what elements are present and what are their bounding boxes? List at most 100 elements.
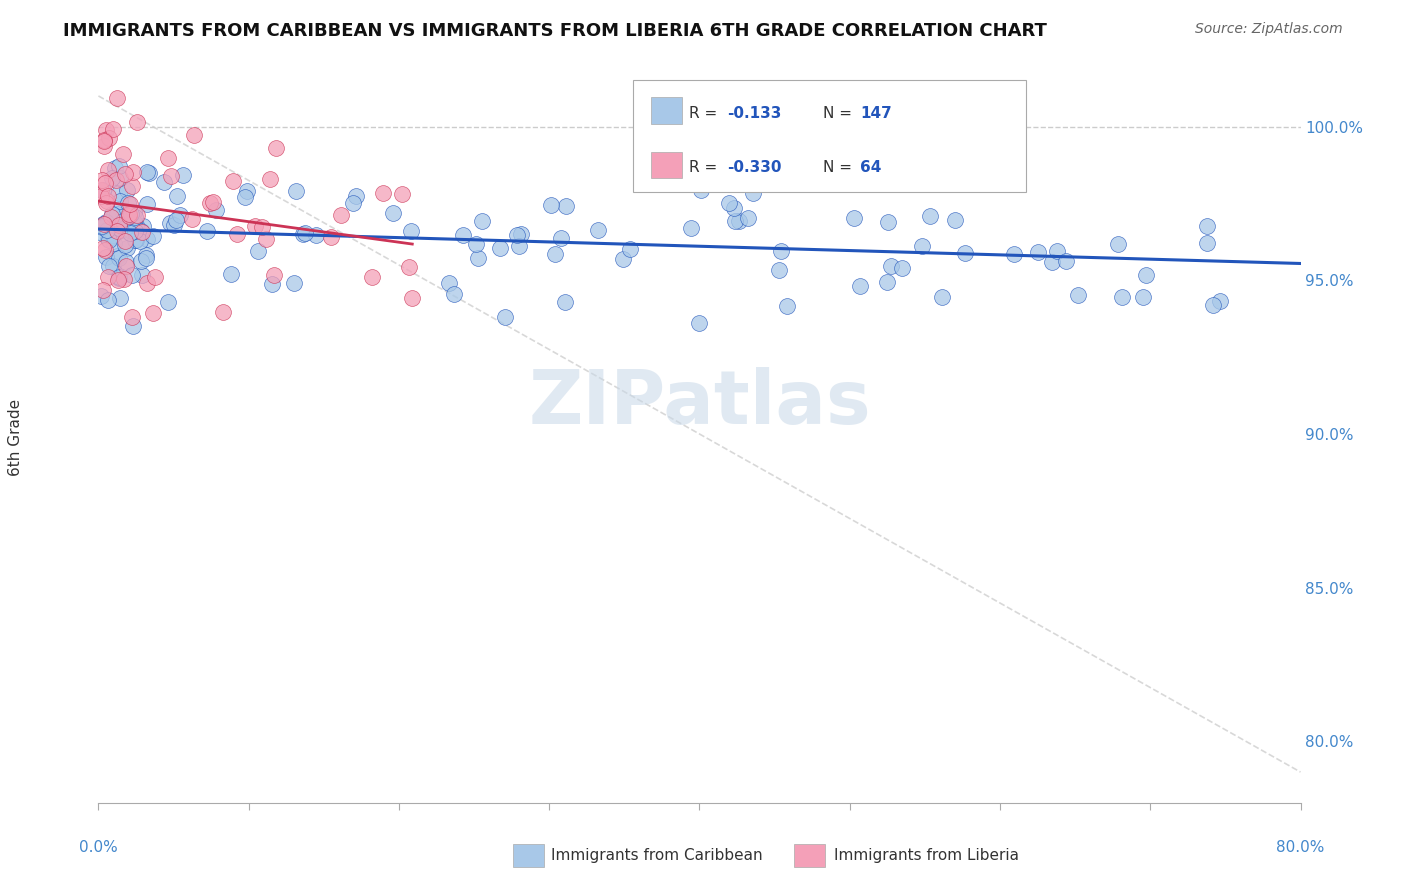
Point <box>97 131 120 145</box>
Point <box>142 229 165 244</box>
Point <box>399 224 422 238</box>
Point <box>443 287 465 301</box>
Point <box>890 261 912 276</box>
Point <box>1046 244 1069 259</box>
Text: IMMIGRANTS FROM CARIBBEAN VS IMMIGRANTS FROM LIBERIA 6TH GRADE CORRELATION CHART: IMMIGRANTS FROM CARIBBEAN VS IMMIGRANTS … <box>63 22 1047 40</box>
Point <box>100 226 122 240</box>
Point <box>131 224 153 238</box>
Point <box>122 215 145 229</box>
Point <box>112 214 135 228</box>
Point <box>291 227 314 241</box>
Point <box>117 210 139 224</box>
Point <box>115 259 138 273</box>
Point <box>439 276 461 290</box>
Point <box>118 209 141 223</box>
Point <box>103 236 125 251</box>
Point <box>1135 268 1157 283</box>
Point <box>90 219 112 234</box>
Point <box>94 243 117 257</box>
Point <box>131 268 153 282</box>
Point <box>844 211 866 226</box>
Text: -0.330: -0.330 <box>727 161 782 175</box>
Point <box>114 234 136 248</box>
Point <box>180 212 202 227</box>
Point <box>108 218 131 232</box>
Point <box>98 259 121 273</box>
Text: R =: R = <box>689 161 723 175</box>
Text: 6th Grade: 6th Grade <box>8 399 24 475</box>
Point <box>1107 237 1129 252</box>
Point <box>120 197 142 211</box>
Point <box>93 134 115 148</box>
Point <box>114 220 136 235</box>
Point <box>953 246 976 260</box>
Point <box>931 290 953 304</box>
Point <box>1201 298 1223 312</box>
Point <box>107 273 129 287</box>
Point <box>1067 288 1090 302</box>
Point <box>1132 290 1154 304</box>
Point <box>93 133 115 147</box>
Point <box>156 152 179 166</box>
Point <box>264 140 287 154</box>
Point <box>108 291 131 305</box>
Point <box>718 195 741 210</box>
Point <box>201 195 224 210</box>
Point <box>911 238 934 252</box>
Point <box>1054 254 1077 268</box>
Point <box>97 232 120 246</box>
Point <box>724 214 747 228</box>
Point <box>848 279 870 293</box>
Point <box>107 207 129 221</box>
Point <box>1002 246 1025 260</box>
Point <box>263 268 285 282</box>
Point <box>508 239 530 253</box>
Point <box>115 254 138 268</box>
Point <box>101 227 124 242</box>
Point <box>509 227 531 241</box>
Point <box>204 202 226 217</box>
Point <box>105 249 128 263</box>
Point <box>93 176 115 190</box>
Point <box>103 208 125 222</box>
Point <box>108 270 131 285</box>
Point <box>107 270 129 285</box>
Point <box>681 221 703 235</box>
Point <box>93 139 115 153</box>
Point <box>342 195 364 210</box>
Point <box>728 214 751 228</box>
Point <box>101 122 124 136</box>
Point <box>124 233 146 247</box>
Point <box>120 207 142 221</box>
Point <box>876 215 898 229</box>
Point <box>108 251 131 265</box>
Point <box>467 251 489 265</box>
Point <box>121 179 143 194</box>
Point <box>305 227 328 242</box>
Point <box>1026 245 1049 260</box>
Point <box>108 186 131 201</box>
Point <box>250 220 273 235</box>
Point <box>1209 293 1232 308</box>
Point <box>741 186 763 200</box>
Point <box>769 244 792 259</box>
Point <box>107 159 129 173</box>
Point <box>129 254 152 268</box>
Point <box>100 210 122 224</box>
Point <box>294 227 316 241</box>
Point <box>588 223 610 237</box>
Point <box>111 146 134 161</box>
Point <box>100 229 122 244</box>
Point <box>105 91 128 105</box>
Point <box>554 295 576 310</box>
Point <box>91 226 114 240</box>
Point <box>94 215 117 229</box>
Point <box>540 198 562 212</box>
Point <box>135 248 157 262</box>
Text: Source: ZipAtlas.com: Source: ZipAtlas.com <box>1195 22 1343 37</box>
Point <box>112 271 135 285</box>
Point <box>93 283 115 297</box>
Point <box>93 217 115 231</box>
Point <box>135 164 157 178</box>
Point <box>153 175 176 189</box>
